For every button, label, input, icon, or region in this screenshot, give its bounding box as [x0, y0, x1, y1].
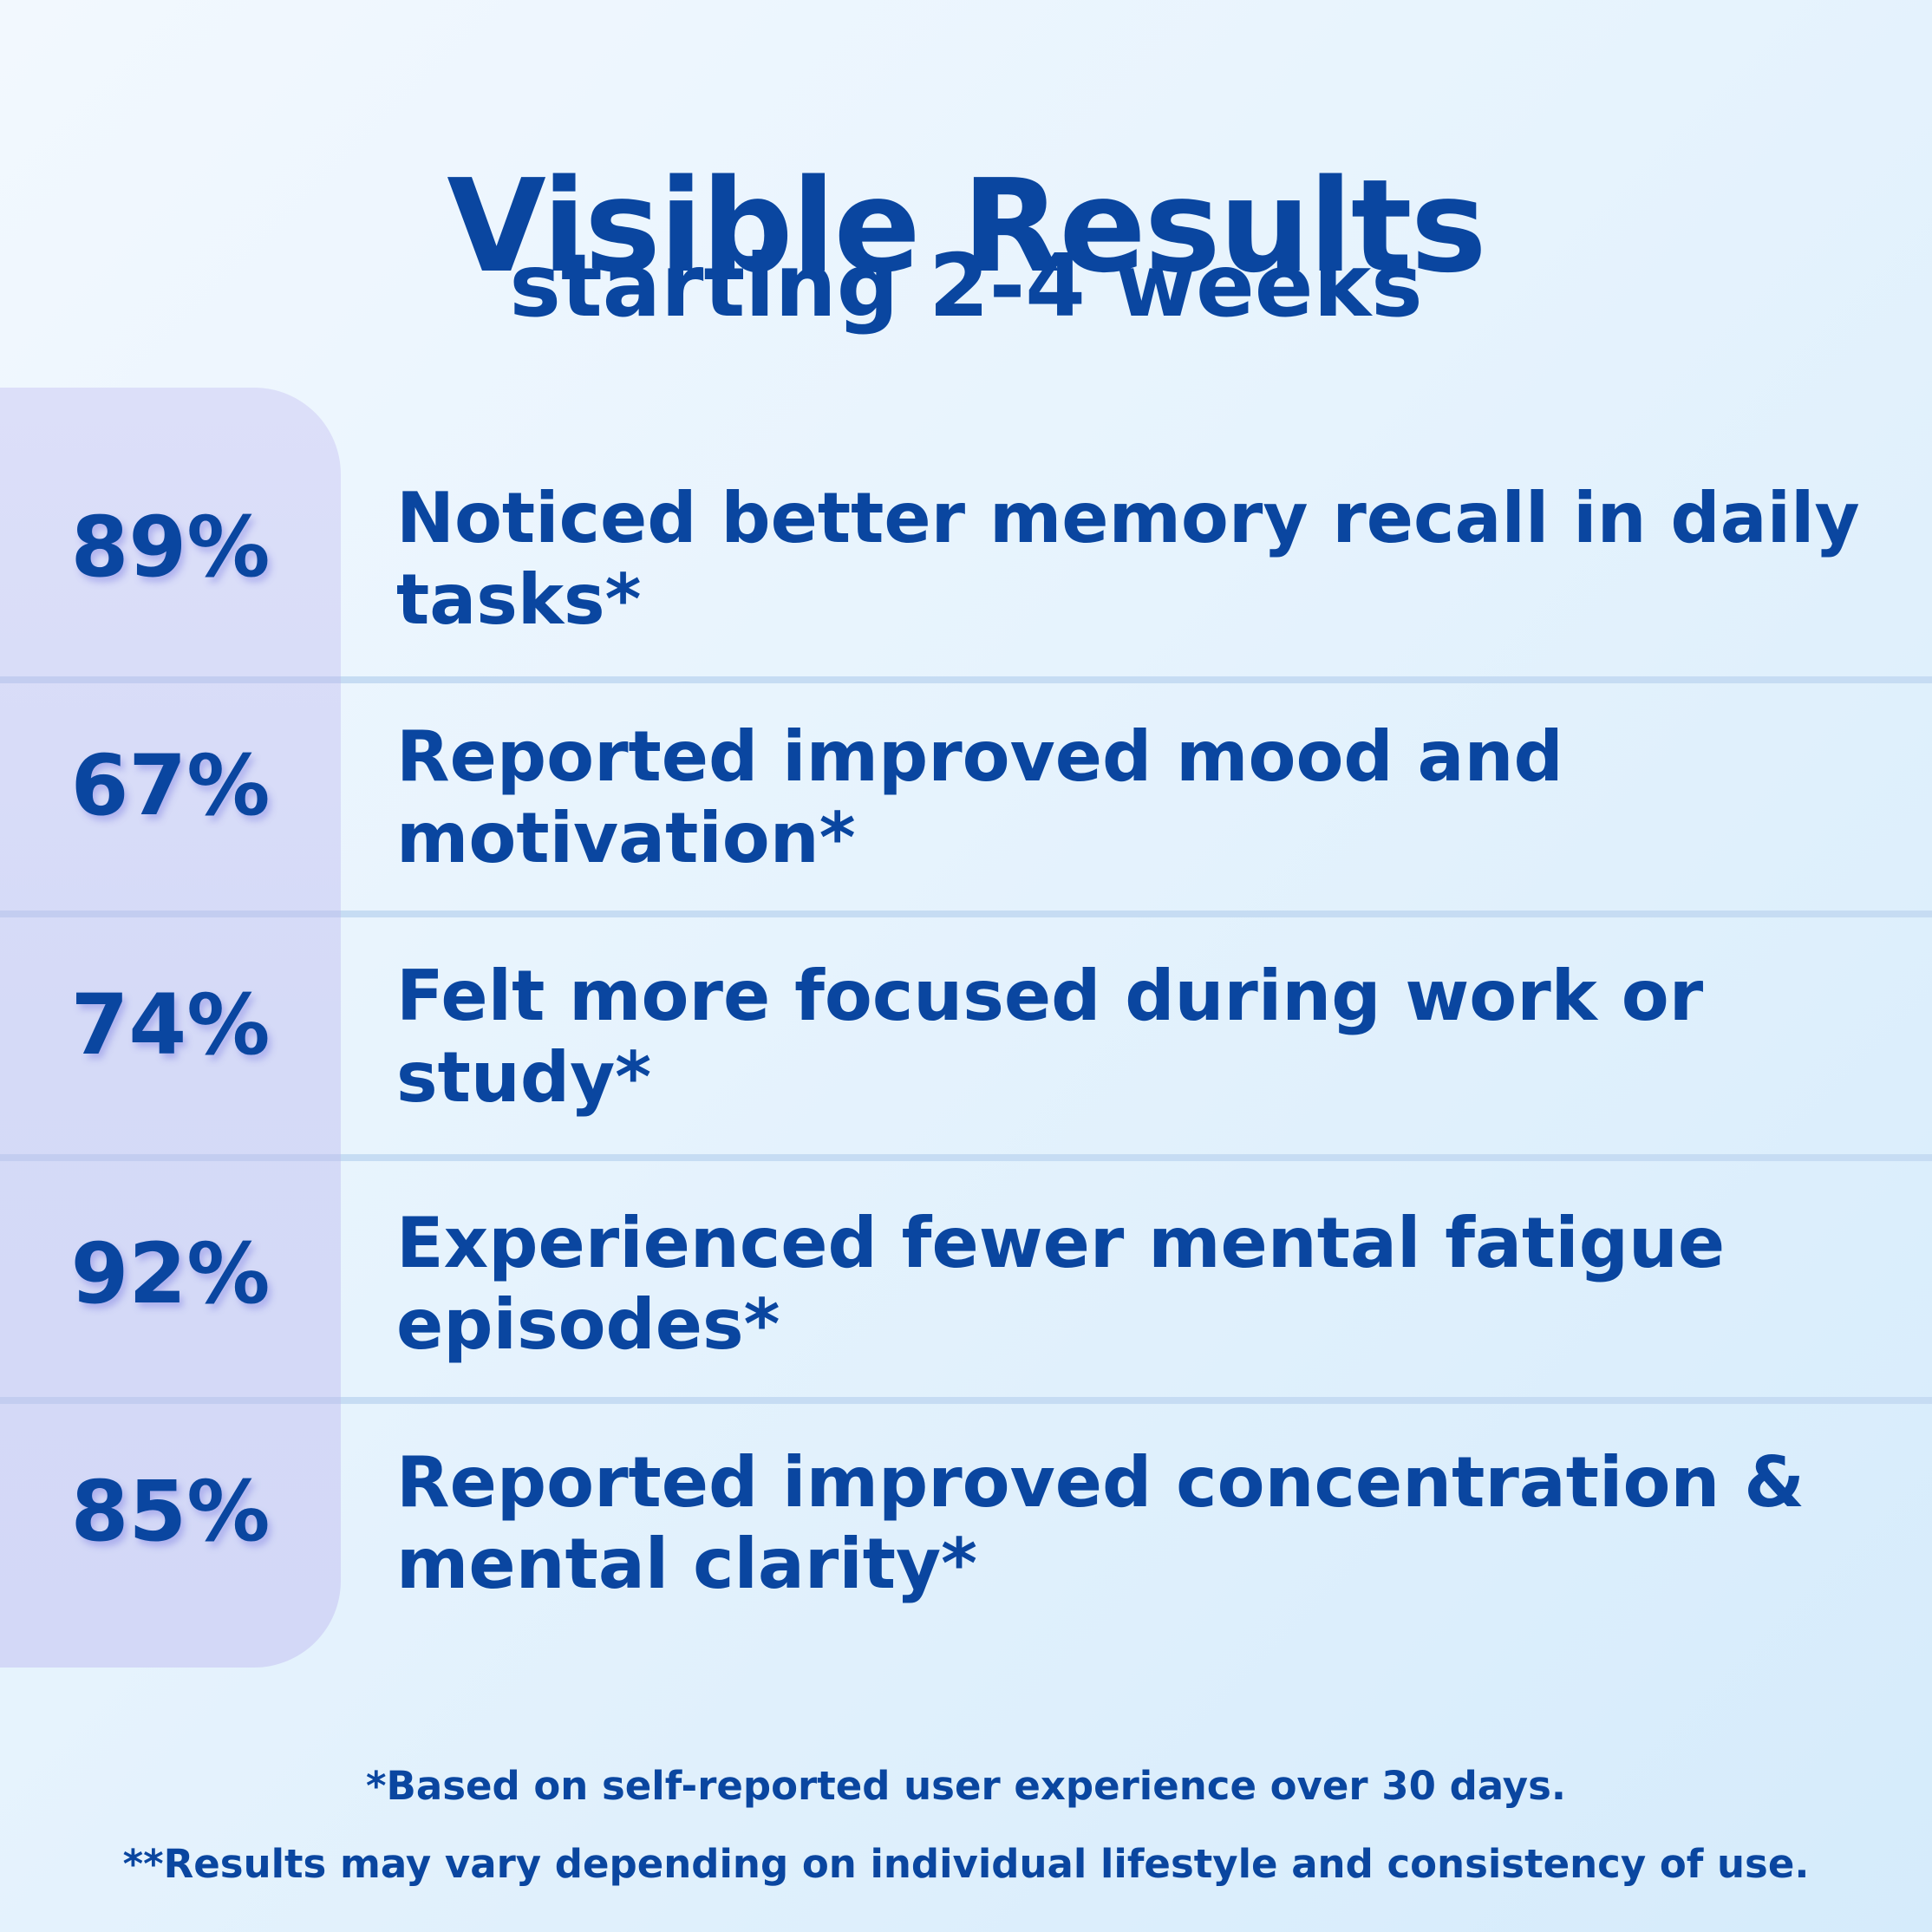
footnotes: *Based on self-reported user experience … — [0, 1760, 1932, 1916]
result-description: Reported improved concentration & mental… — [396, 1442, 1805, 1604]
results-list: 89% Noticed better memory recall in dail… — [0, 388, 1932, 1668]
result-percent: 74% — [70, 976, 271, 1074]
row-divider — [0, 1397, 1932, 1404]
result-percent: 92% — [70, 1225, 271, 1322]
footnote-2: **Results may vary depending on individu… — [122, 1841, 1810, 1887]
result-row: 67% Reported improved mood and motivatio… — [0, 683, 1932, 917]
footnote-1: *Based on self-reported user experience … — [366, 1763, 1566, 1809]
result-percent: 89% — [70, 499, 271, 596]
result-description: Felt more focused during work or study* — [396, 956, 1704, 1118]
row-divider — [0, 676, 1932, 683]
result-percent: 67% — [70, 737, 271, 834]
percent-panel — [0, 388, 341, 1668]
result-description: Noticed better memory recall in daily ta… — [396, 478, 1860, 640]
result-description: Reported improved mood and motivation* — [396, 716, 1563, 878]
page-title: Visible Results — [447, 152, 1486, 302]
result-description: Experienced fewer mental fatigue episode… — [396, 1203, 1726, 1365]
result-row: 85% Reported improved concentration & me… — [0, 1404, 1932, 1668]
page-subtitle: starting 2-4 weeks — [509, 235, 1423, 336]
row-divider — [0, 1154, 1932, 1161]
row-divider — [0, 911, 1932, 917]
result-percent: 85% — [70, 1463, 271, 1560]
result-row: 92% Experienced fewer mental fatigue epi… — [0, 1161, 1932, 1397]
result-row: 74% Felt more focused during work or stu… — [0, 917, 1932, 1158]
result-row: 89% Noticed better memory recall in dail… — [0, 388, 1932, 680]
